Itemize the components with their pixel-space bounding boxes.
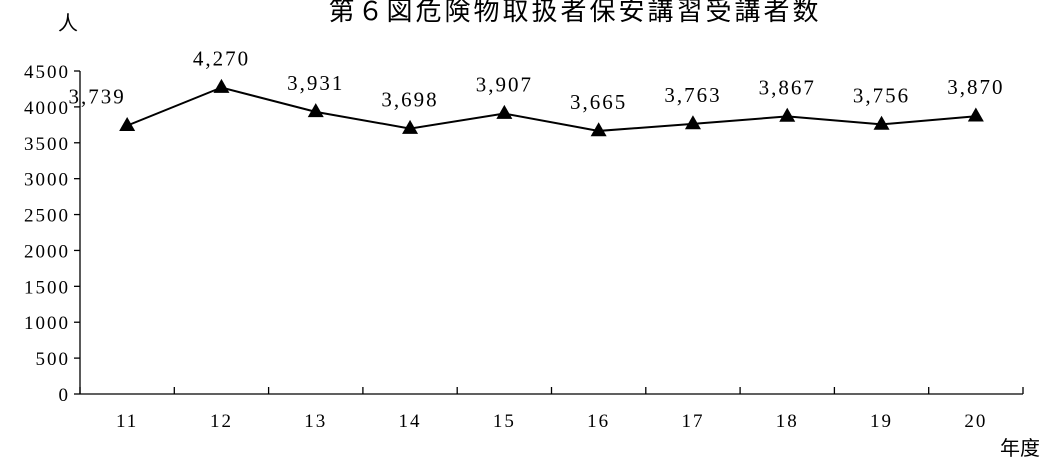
x-axis-unit-label: 年度: [1000, 436, 1040, 460]
y-tick-label: 4000: [24, 98, 70, 119]
y-tick-label: 500: [36, 349, 71, 370]
data-point-marker: [684, 115, 701, 130]
data-point-marker: [496, 104, 513, 119]
data-point-marker: [967, 107, 984, 122]
data-series: [126, 86, 976, 132]
data-point-marker: [213, 78, 230, 93]
y-axis-unit-label: 人: [58, 11, 78, 35]
y-tick-label: 1000: [24, 313, 70, 334]
data-point-marker: [402, 119, 419, 134]
x-tick-label: 17: [681, 411, 704, 432]
data-label: 3,867: [759, 75, 816, 99]
x-tick-label: 15: [493, 411, 516, 432]
x-tick-label: 11: [116, 411, 138, 432]
data-label: 3,665: [570, 90, 627, 114]
y-tick-label: 2000: [24, 241, 70, 262]
data-point-marker: [307, 103, 324, 118]
data-label: 3,870: [947, 75, 1004, 99]
data-point-marker: [590, 122, 607, 137]
x-tick-label: 20: [964, 411, 987, 432]
data-label: 4,270: [193, 47, 250, 71]
y-tick-label: 3500: [24, 134, 70, 155]
data-label: 3,698: [381, 88, 438, 112]
y-tick-label: 2500: [24, 206, 70, 227]
chart-title: 第６図危険物取扱者保安講習受講者数: [328, 0, 821, 27]
x-tick-label: 19: [870, 411, 893, 432]
data-labels: 3,739 4,270 3,931 3,698 3,907 3,665 3,763 3,867…: [69, 47, 1004, 114]
data-point-marker: [873, 115, 890, 130]
data-label: 3,907: [476, 73, 533, 97]
data-point-marker: [119, 116, 136, 131]
y-tick-label: 0: [59, 385, 71, 406]
data-label: 3,931: [287, 71, 344, 95]
data-point-marker: [779, 107, 796, 122]
data-markers: [119, 78, 984, 137]
y-tick-label: 4500: [24, 62, 70, 83]
data-label: 3,739: [69, 85, 126, 109]
data-label: 3,763: [664, 83, 721, 107]
series-line: [126, 86, 976, 132]
data-label: 3,756: [853, 83, 910, 107]
y-tick-label: 3000: [24, 170, 70, 191]
x-tick-label: 13: [304, 411, 327, 432]
x-axis-ticks: 11 12 13 14 15 16 17 18 19 20: [79, 387, 1024, 432]
x-tick-label: 12: [210, 411, 233, 432]
y-axis-ticks: 0 500 1000 1500 2000 2500 3000 3500 4000 4500: [24, 62, 80, 406]
y-tick-label: 1500: [24, 277, 70, 298]
x-tick-label: 16: [587, 411, 610, 432]
x-tick-label: 18: [776, 411, 799, 432]
x-tick-label: 14: [399, 411, 422, 432]
